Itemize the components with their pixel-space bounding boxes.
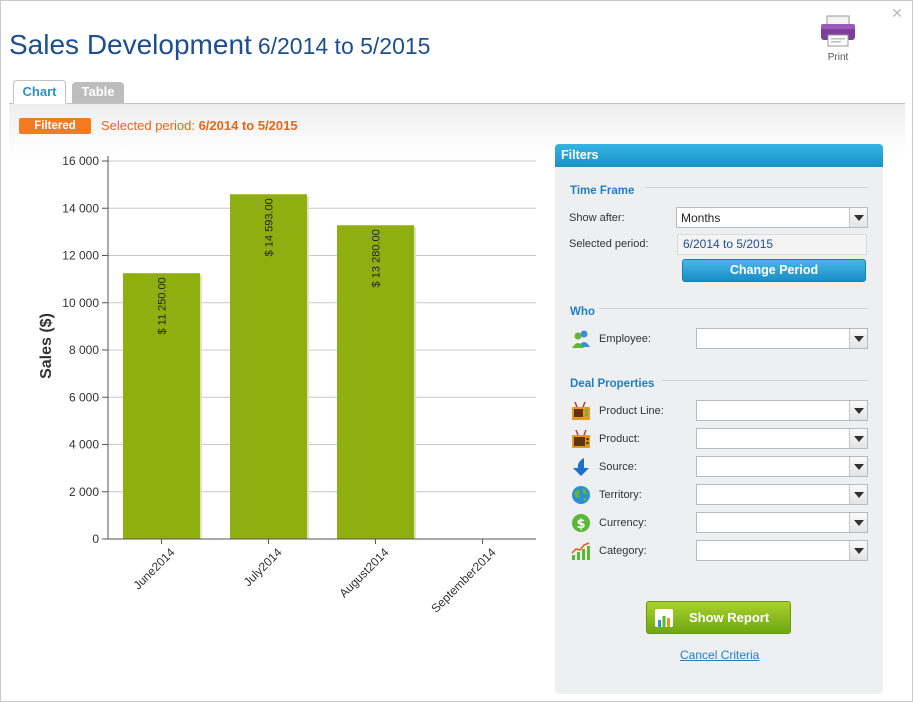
bar-data-label: $ 11 250.00 bbox=[157, 277, 169, 334]
product-label: Product: bbox=[599, 433, 640, 445]
chevron-down-icon[interactable] bbox=[849, 457, 867, 476]
chevron-down-icon[interactable] bbox=[849, 208, 867, 227]
show-after-select[interactable]: Months bbox=[676, 207, 868, 228]
tab-divider bbox=[9, 103, 905, 104]
page-title: Sales Development 6/2014 to 5/2015 bbox=[9, 29, 430, 61]
product-line-select[interactable] bbox=[696, 400, 868, 421]
chevron-down-icon[interactable] bbox=[849, 429, 867, 448]
filtered-badge: Filtered bbox=[19, 118, 91, 134]
bar-data-label: $ 13 280.00 bbox=[371, 229, 383, 287]
chevron-down-icon[interactable] bbox=[849, 329, 867, 348]
x-tick-label: July2014 bbox=[241, 545, 285, 589]
selected-period-label: Selected period: bbox=[101, 118, 195, 133]
bar bbox=[122, 273, 201, 539]
employee-label: Employee: bbox=[599, 333, 651, 345]
chevron-down-icon[interactable] bbox=[849, 513, 867, 532]
y-tick-label: 14 000 bbox=[62, 201, 99, 215]
cancel-criteria-link[interactable]: Cancel Criteria bbox=[680, 648, 760, 662]
globe-icon bbox=[572, 486, 590, 504]
product-line-icon bbox=[572, 401, 590, 420]
selected-period-readonly: 6/2014 to 5/2015 bbox=[677, 234, 867, 255]
x-tick-label: August2014 bbox=[336, 545, 391, 600]
territory-label: Territory: bbox=[599, 489, 642, 501]
x-tick-label: September2014 bbox=[428, 545, 499, 616]
y-axis-ticks: 0 2 000 4 000 6 000 8 000 10 000 12 000 14 000 1… bbox=[62, 154, 108, 546]
selected-period-value: 6/2014 to 5/2015 bbox=[198, 118, 298, 133]
time-frame-title: Time Frame bbox=[570, 185, 635, 197]
category-icon bbox=[571, 542, 590, 560]
show-after-value: Months bbox=[681, 211, 721, 225]
deal-properties-title: Deal Properties bbox=[570, 378, 655, 390]
source-arrow-icon bbox=[573, 458, 589, 476]
y-tick-label: 6 000 bbox=[69, 390, 99, 404]
y-tick-label: 2 000 bbox=[69, 485, 99, 499]
tab-table[interactable]: Table bbox=[72, 82, 124, 103]
chevron-down-icon[interactable] bbox=[849, 485, 867, 504]
svg-text:$: $ bbox=[576, 517, 585, 532]
source-label: Source: bbox=[599, 461, 637, 473]
who-title: Who bbox=[570, 306, 595, 318]
selected-period-field-label: Selected period: bbox=[569, 238, 649, 250]
show-after-label: Show after: bbox=[569, 212, 625, 224]
sales-bar-chart: 0 2 000 4 000 6 000 8 000 10 000 12 000 14 000 1… bbox=[38, 154, 536, 616]
title-main: Sales Development bbox=[9, 29, 252, 60]
who-divider bbox=[599, 308, 868, 309]
change-period-button[interactable]: Change Period bbox=[682, 259, 866, 282]
printer-icon bbox=[821, 15, 855, 47]
category-select[interactable] bbox=[696, 540, 868, 561]
y-tick-label: 4 000 bbox=[69, 438, 99, 452]
print-label: Print bbox=[827, 52, 849, 63]
close-icon[interactable]: × bbox=[891, 3, 903, 23]
filters-header: Filters bbox=[555, 144, 883, 167]
y-tick-label: 10 000 bbox=[62, 296, 99, 310]
y-tick-label: 8 000 bbox=[69, 343, 99, 357]
y-tick-label: 0 bbox=[92, 532, 99, 546]
selected-period-text: Selected period: 6/2014 to 5/2015 bbox=[101, 118, 298, 134]
territory-select[interactable] bbox=[696, 484, 868, 505]
category-label: Category: bbox=[599, 545, 647, 557]
chevron-down-icon[interactable] bbox=[849, 541, 867, 560]
report-chart-icon bbox=[655, 609, 673, 627]
product-line-label: Product Line: bbox=[599, 405, 664, 417]
currency-label: Currency: bbox=[599, 517, 647, 529]
source-select[interactable] bbox=[696, 456, 868, 477]
product-icon bbox=[572, 429, 590, 448]
tab-chart[interactable]: Chart bbox=[13, 80, 66, 104]
currency-select[interactable] bbox=[696, 512, 868, 533]
title-range: 6/2014 to 5/2015 bbox=[257, 33, 431, 59]
dollar-icon: $ bbox=[572, 514, 590, 532]
x-axis-ticks: June2014 July2014 August2014 September2014 bbox=[130, 539, 499, 616]
chevron-down-icon[interactable] bbox=[849, 401, 867, 420]
print-button[interactable]: Print bbox=[815, 15, 861, 63]
show-report-label: Show Report bbox=[689, 610, 770, 625]
time-frame-divider bbox=[645, 187, 868, 188]
show-report-button[interactable]: Show Report bbox=[646, 601, 791, 634]
employee-icon bbox=[572, 330, 590, 348]
product-select[interactable] bbox=[696, 428, 868, 449]
bar-data-label: $ 14 593.00 bbox=[264, 198, 276, 256]
y-tick-label: 12 000 bbox=[62, 249, 99, 263]
chart-bars: $ 11 250.00 $ 14 593.00 $ 13 280.00 bbox=[122, 194, 417, 540]
deal-properties-divider bbox=[662, 380, 868, 381]
filters-panel: Filters Time Frame Show after: Months Se… bbox=[555, 144, 883, 694]
y-tick-label: 16 000 bbox=[62, 154, 99, 168]
y-axis-label: Sales ($) bbox=[38, 313, 55, 379]
employee-select[interactable] bbox=[696, 328, 868, 349]
bar bbox=[229, 194, 308, 540]
x-tick-label: June2014 bbox=[130, 545, 177, 592]
bar bbox=[336, 225, 415, 539]
